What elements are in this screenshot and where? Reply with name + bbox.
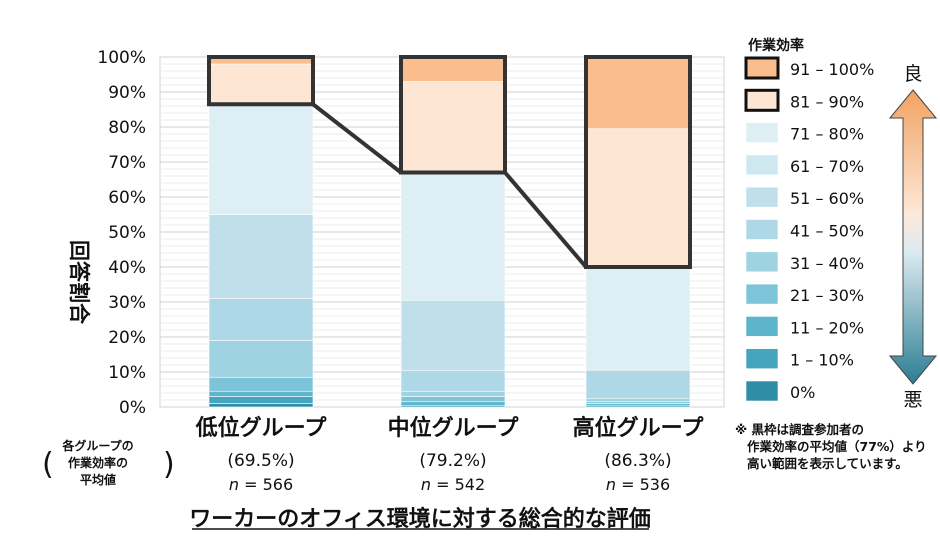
legend-label: 71 – 80% [790,125,864,144]
y-tick-label: 70% [108,153,146,173]
category-label: 低位グループ [195,415,328,441]
highlight-box [207,55,315,107]
bar-segment [208,403,314,408]
footnote-line2: 作業効率の平均値（77%）より [747,439,927,454]
y-tick-label: 30% [108,293,146,313]
legend-label: 1 – 10% [790,351,854,370]
legend-label: 91 – 100% [790,60,874,79]
good-bad-arrow [888,89,938,385]
legend-swatch [745,154,779,176]
label-good: 良 [903,63,922,85]
bar-segment [585,128,691,268]
legend-swatch [745,380,779,402]
category-average: (69.5%) [227,451,294,471]
y-tick-label: 0% [119,398,146,418]
open-paren: ( [42,447,54,482]
bar-segment [585,369,691,399]
bar-segment [585,397,691,403]
legend-swatch [745,186,779,208]
legend-swatch [745,316,779,337]
legend-title: 作業効率 [748,37,804,54]
highlight-box [584,55,692,269]
highlight-box [399,55,507,175]
bar-segment [400,299,506,371]
category-n: n = 566 [229,475,293,494]
category-label: 中位グループ [388,415,520,441]
gradient-arrow: 良 悪 [888,63,938,411]
group-avg-line1: 各グループの [61,438,133,453]
label-bad: 悪 [903,389,922,411]
y-tick-label: 90% [108,83,146,103]
y-tick-label: 40% [108,258,146,278]
y-tick-label: 60% [108,188,146,208]
bar-segment [585,56,691,130]
bar-segment [208,214,314,299]
footnote-line1: ※ 黒枠は調査参加者の [735,422,864,437]
close-paren: ) [163,447,175,482]
y-axis-title: 回答割合 [67,240,91,325]
legend-swatch [745,251,779,273]
legend-swatch [744,56,780,80]
bar-segment [400,369,506,392]
category-average: (86.3%) [604,451,671,471]
legend-label: 41 – 50% [790,222,864,241]
category-label: 高位グループ [573,415,705,441]
legend-swatch [745,348,779,370]
legend-label: 51 – 60% [790,189,864,208]
bar-segment [208,396,314,404]
group-average-note: ( 各グループの 作業効率の 平均値 ) [42,438,175,487]
legend-label: 0% [790,383,815,402]
bar-segment [400,56,506,82]
legend-swatch [745,122,779,143]
legend-label: 31 – 40% [790,254,864,273]
legend-label: 11 – 20% [790,318,864,337]
y-tick-label: 100% [97,48,146,68]
x-axis-labels: 低位グループ (69.5%) n = 566 中位グループ (79.2%) n = 542… [195,415,705,494]
bar-segment [400,396,506,403]
bar-segment [208,340,314,378]
x-axis-title: ワーカーのオフィス環境に対する総合的な評価 [189,506,651,532]
y-tick-label: 50% [108,223,146,243]
legend-label: 61 – 70% [790,157,864,176]
bar-segment [400,172,506,301]
y-tick-label: 10% [108,363,146,383]
y-tick-label: 80% [108,118,146,138]
y-axis-ticks: 0% 10% 20% 30% 40% 50% 60% 70% 80% 90% 100% [97,48,146,418]
bar-segment [400,81,506,173]
highlight-outline [207,55,692,269]
group-avg-line3: 平均値 [80,472,116,487]
bar-segment [208,390,314,397]
bar-segment [208,298,314,341]
highlight-connector [503,171,588,269]
bar-segment [208,103,314,215]
bars [208,56,691,408]
category-average: (79.2%) [419,451,486,471]
bar-segment [400,390,506,397]
footnote: ※ 黒枠は調査参加者の 作業効率の平均値（77%）より 高い範囲を表示しています… [735,422,927,471]
category-n: n = 536 [606,475,670,494]
bar-segment [400,401,506,406]
bar-segment [585,266,691,371]
legend-swatch [744,88,780,112]
highlight-connector [311,102,403,175]
bar-segment [208,63,314,105]
bar-segment [208,376,314,392]
group-avg-line2: 作業効率の [68,455,128,470]
legend: 91 – 100% 81 – 90% 71 – 80% 61 – 70% 51 – 60… [744,56,874,402]
legend-swatch [745,283,779,305]
y-tick-label: 20% [108,328,146,348]
footnote-line3: 高い範囲を表示しています。 [747,456,908,471]
legend-swatch [745,219,779,240]
legend-label: 21 – 30% [790,286,864,305]
category-n: n = 542 [421,475,485,494]
legend-label: 81 – 90% [790,92,864,111]
